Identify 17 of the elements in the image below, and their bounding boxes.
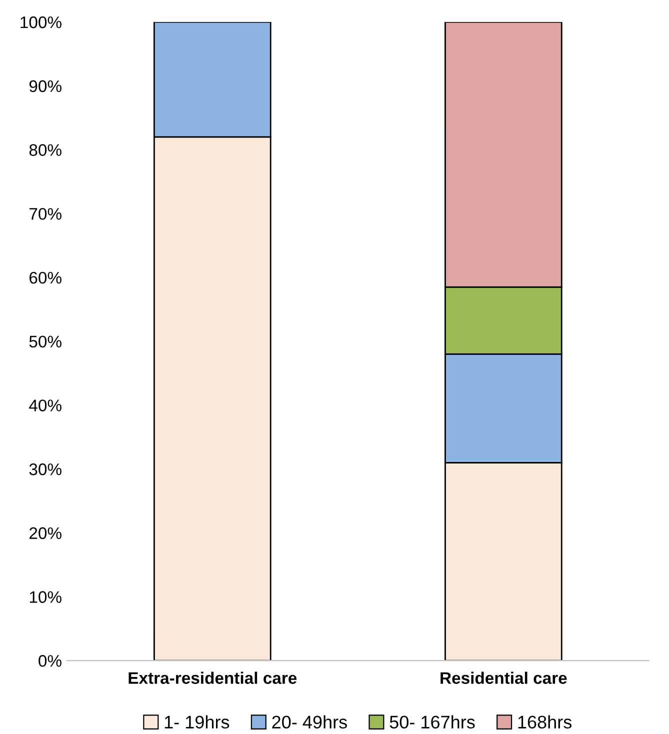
y-tick-label: 50% [29, 336, 62, 348]
legend-label: 50- 167hrs [390, 715, 475, 729]
legend-label: 1- 19hrs [164, 715, 230, 729]
y-tick-label: 70% [30, 208, 62, 220]
legend-label: 168hrs [518, 715, 572, 729]
y-tick-label: 60% [30, 272, 62, 284]
y-tick-label: 80% [29, 144, 62, 156]
y-tick-label: 30% [29, 463, 62, 476]
y-tick-label: 20% [30, 527, 62, 540]
legend-label: 20- 49hrs [272, 715, 347, 729]
y-tick-label: 0% [38, 655, 62, 667]
y-tick-label: 100% [20, 16, 62, 28]
x-tick-label: Extra-residential care [128, 672, 297, 684]
y-tick-label: 90% [29, 80, 62, 92]
x-tick-label: Residential care [440, 672, 567, 684]
y-tick-label: 10% [30, 591, 62, 603]
y-tick-label: 40% [29, 400, 62, 412]
